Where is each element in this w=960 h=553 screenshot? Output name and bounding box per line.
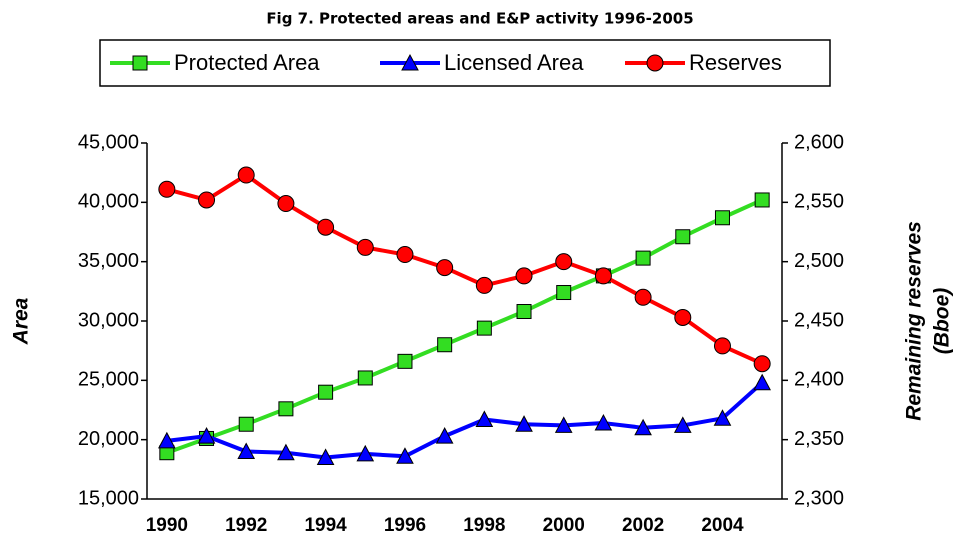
legend-marker (401, 53, 419, 71)
data-point (397, 353, 413, 369)
x-tick-label: 1996 (384, 515, 426, 536)
data-point (635, 250, 651, 266)
y-tick-label: 40,000 (78, 191, 139, 213)
data-point (278, 401, 294, 417)
data-point (316, 448, 335, 465)
data-point (594, 267, 612, 285)
data-point (237, 442, 256, 460)
y-tick-label: 15,000 (78, 487, 139, 509)
x-tick-label: 2004 (701, 515, 744, 536)
data-point (714, 210, 730, 226)
data-point (197, 427, 216, 444)
data-point (396, 246, 414, 264)
data-point (634, 418, 652, 436)
data-point (277, 195, 295, 213)
y-tick-label: 20,000 (78, 428, 139, 450)
y-axis-title: Area (10, 297, 33, 345)
data-point (753, 373, 771, 391)
y2-axis-title: Remaining reserves (903, 221, 926, 421)
y2-tick-label: 2,550 (794, 191, 844, 213)
y2-tick-label: 2,400 (794, 369, 844, 391)
data-point (594, 413, 613, 431)
y2-tick-label: 2,500 (794, 250, 844, 272)
y2-tick-label: 2,450 (794, 309, 844, 331)
y2-axis-title: (Bboe) (931, 288, 954, 355)
legend-marker (132, 55, 148, 71)
x-tick-label: 2002 (622, 515, 664, 536)
data-point (317, 218, 335, 236)
x-tick-label: 1998 (463, 515, 505, 536)
data-point (556, 285, 572, 301)
data-point (754, 192, 770, 208)
data-point (357, 370, 373, 386)
data-point (515, 415, 533, 432)
data-point (475, 410, 494, 427)
series-line (166, 198, 763, 455)
data-point (674, 308, 692, 326)
legend-box (99, 39, 831, 87)
y-tick-label: 45,000 (78, 131, 139, 153)
chart-title: Fig 7. Protected areas and E&P activity … (266, 10, 693, 28)
data-point (435, 427, 454, 444)
data-point (554, 416, 573, 433)
data-point (437, 337, 453, 353)
data-point (198, 191, 216, 209)
legend-marker (646, 54, 664, 72)
data-point (753, 355, 771, 373)
data-point (713, 409, 732, 426)
data-point (673, 416, 692, 433)
data-point (277, 443, 295, 461)
data-point (237, 166, 255, 184)
data-point (158, 431, 176, 449)
data-point (555, 253, 573, 271)
y-tick-label: 35,000 (78, 250, 139, 272)
legend-label: Reserves (689, 50, 782, 75)
data-point (356, 238, 374, 256)
x-tick-label: 1990 (146, 515, 188, 536)
data-point (238, 416, 254, 432)
legend-label: Licensed Area (444, 50, 584, 75)
data-point (515, 267, 533, 285)
y2-tick-label: 2,600 (794, 131, 844, 153)
data-point (675, 229, 691, 245)
data-point (356, 444, 375, 462)
data-point (318, 384, 334, 400)
data-point (436, 259, 454, 277)
legend-label: Protected Area (174, 50, 320, 75)
data-point (475, 276, 493, 294)
y-tick-label: 25,000 (78, 369, 139, 391)
data-point (158, 180, 176, 198)
data-point (516, 304, 532, 320)
data-point (713, 337, 731, 355)
series-line (166, 173, 763, 366)
series-line (166, 381, 764, 460)
x-tick-label: 2000 (543, 515, 585, 536)
data-point (476, 320, 492, 336)
x-tick-label: 1992 (225, 515, 267, 536)
y2-tick-label: 2,300 (794, 487, 844, 509)
y2-tick-label: 2,350 (794, 428, 844, 450)
y-tick-label: 30,000 (78, 309, 139, 331)
data-point (634, 288, 652, 306)
data-point (396, 447, 414, 464)
x-tick-label: 1994 (304, 515, 347, 536)
